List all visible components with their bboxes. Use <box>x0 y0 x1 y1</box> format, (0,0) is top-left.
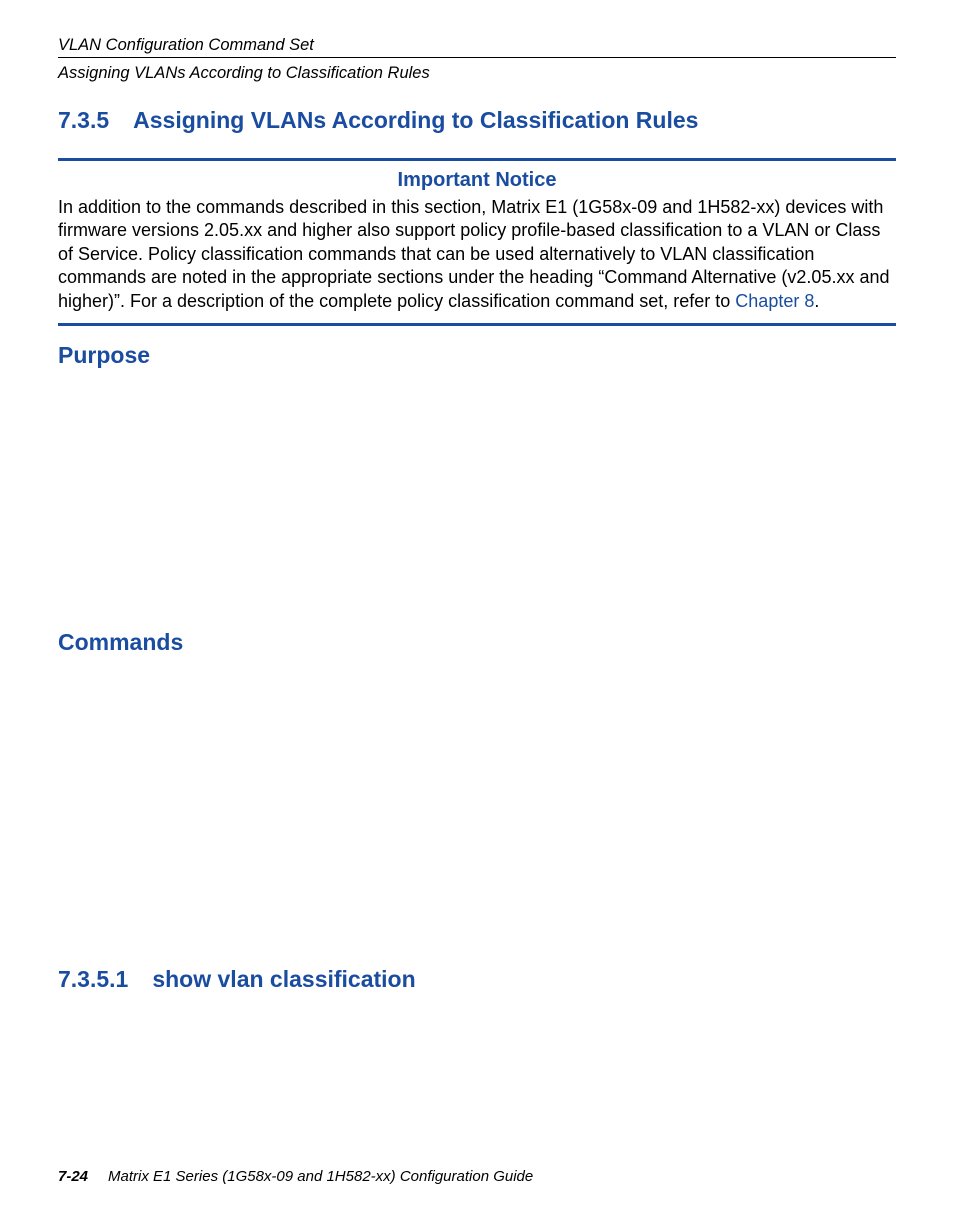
section-title: Assigning VLANs According to Classificat… <box>133 107 698 133</box>
section-number: 7.3.5 <box>58 107 109 134</box>
purpose-heading: Purpose <box>58 342 896 369</box>
subsection-heading: 7.3.5.1 show vlan classification <box>58 966 896 993</box>
subsection-title: show vlan classification <box>152 966 415 992</box>
doc-title: Matrix E1 Series (1G58x-09 and 1H582-xx)… <box>108 1168 533 1185</box>
notice-body: In addition to the commands described in… <box>58 196 896 313</box>
section-heading: 7.3.5 Assigning VLANs According to Classi… <box>58 107 896 134</box>
notice-title: Important Notice <box>58 169 896 192</box>
page-number: 7-24 <box>58 1168 88 1185</box>
notice-rule-top <box>58 158 896 161</box>
subsection-number: 7.3.5.1 <box>58 966 128 993</box>
chapter-link[interactable]: Chapter 8 <box>735 291 814 311</box>
commands-heading: Commands <box>58 629 896 656</box>
notice-rule-bottom <box>58 323 896 326</box>
page-footer: 7-24 Matrix E1 Series (1G58x-09 and 1H582… <box>58 1168 533 1185</box>
header-chapter: VLAN Configuration Command Set <box>58 36 896 55</box>
header-rule <box>58 57 896 58</box>
header-section: Assigning VLANs According to Classificat… <box>58 64 896 83</box>
notice-text-2: . <box>814 291 819 311</box>
